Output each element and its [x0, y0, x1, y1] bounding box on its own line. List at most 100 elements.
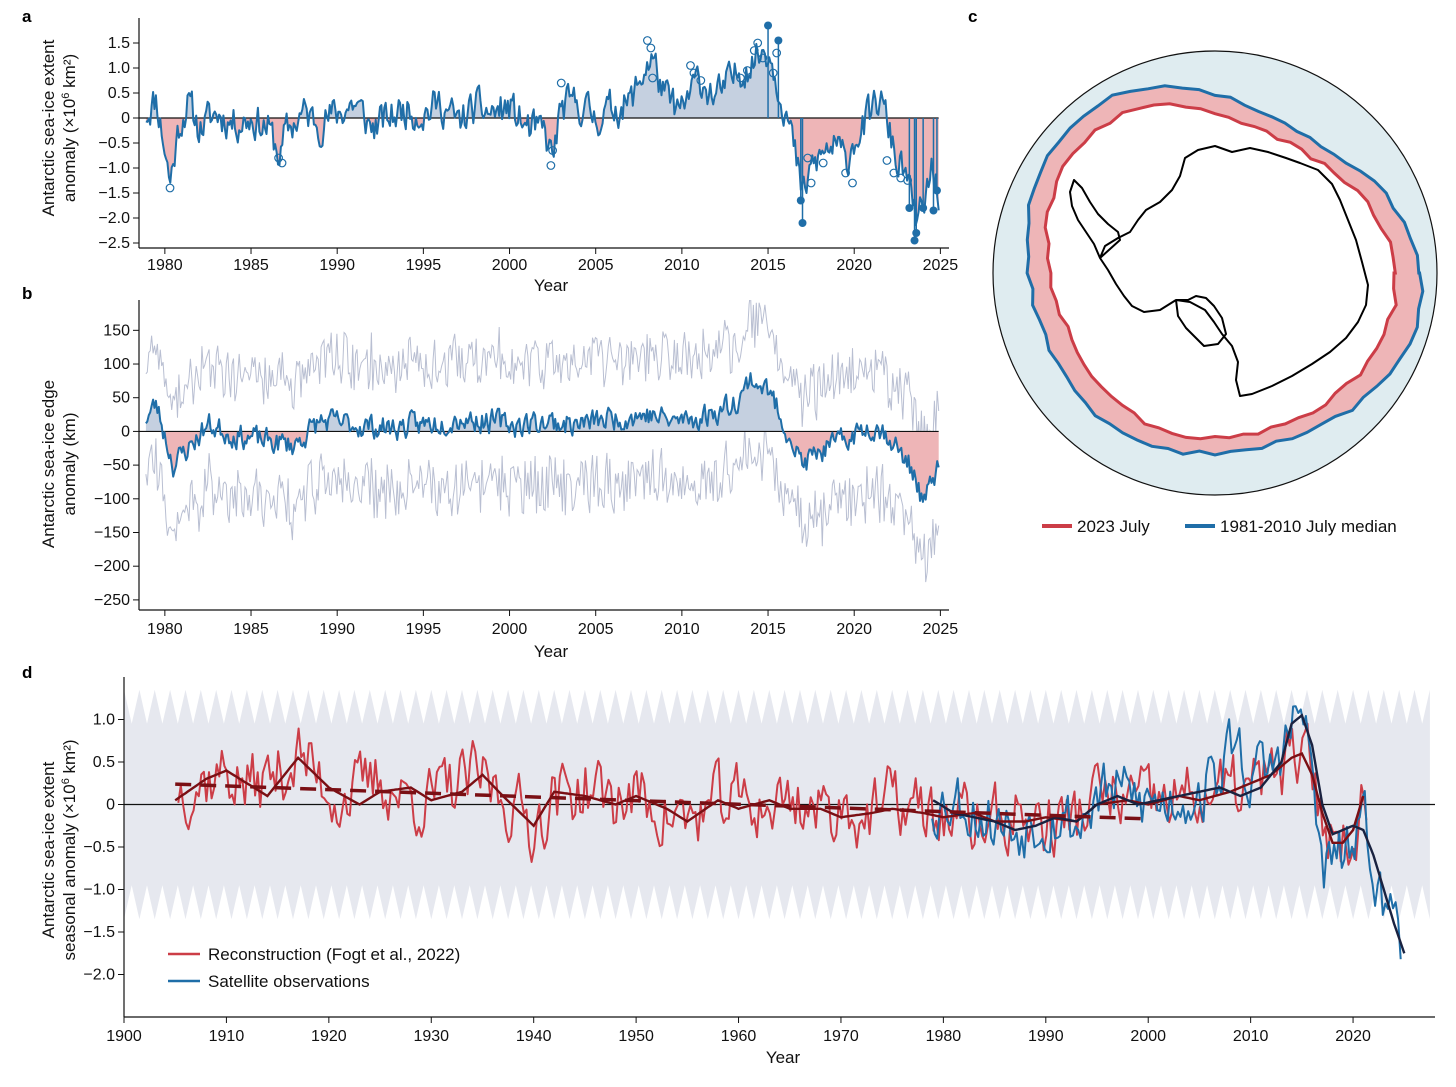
- panel-b-x-tick-label: 2020: [836, 621, 872, 638]
- panel-a-x-tick-label: 2000: [492, 257, 528, 274]
- panel-a-y-tick-label: 1.5: [108, 35, 130, 52]
- panel-b-x-tick-label: 2010: [664, 621, 700, 638]
- panel-a-y-tick-label: 0.5: [108, 85, 130, 102]
- panel-b-x-tick-label: 2000: [492, 621, 528, 638]
- panel-a-y-tick-label: −1.5: [98, 185, 130, 202]
- panel-a-record-marker: [646, 43, 656, 53]
- panel-label-c: c: [968, 7, 977, 26]
- panel-d-y-tick-label: 0: [106, 797, 115, 814]
- panel-a-record-marker-filled: [929, 206, 938, 215]
- panel-d-y-tick-label: −1.0: [83, 882, 115, 899]
- panel-b-y-tick-label: 100: [103, 356, 130, 373]
- panel-a-record-marker-filled: [798, 219, 807, 227]
- panel-d-x-tick-label: 2010: [1233, 1028, 1269, 1045]
- panel-d-y-tick-label: −0.5: [83, 839, 115, 856]
- panel-d-ylabel-2: seasonal anomaly (×106 km²): [60, 739, 79, 960]
- panel-a-record-marker: [648, 73, 657, 83]
- panel-d-chart: 1900 1910 1920 1930 1940 1950 1960 1970 1980 1990…: [39, 677, 1435, 1067]
- panel-a-record-marker-filled: [919, 204, 928, 212]
- panel-b-chart: 1980 1985 1990 1995 2000 2005 2010 2015 2020 2025…: [39, 300, 959, 661]
- panel-b-y-tick-label: −150: [94, 525, 130, 542]
- panel-a-xlabel: Year: [534, 276, 569, 295]
- panel-a-record-marker-filled: [796, 196, 805, 205]
- panel-a-record-marker: [818, 158, 828, 168]
- panel-a-record-marker-filled: [764, 21, 773, 30]
- panel-a-record-marker: [749, 46, 759, 55]
- panel-label-a: a: [22, 7, 32, 26]
- panel-d-x-tick-label: 1980: [926, 1028, 962, 1045]
- map-legend-label-median: 1981-2010 July median: [1220, 517, 1397, 536]
- panel-a-plot-area: [139, 21, 941, 245]
- panel-a-y-tick-label: −0.5: [98, 135, 130, 152]
- panel-b-y-tick-label: −50: [103, 457, 130, 474]
- panel-d-x-tick-label: 1970: [823, 1028, 859, 1045]
- panel-b-x-tick-label: 2025: [923, 621, 959, 638]
- panel-d-y-tick-label: 1.0: [93, 712, 115, 729]
- panel-a-record-marker: [803, 153, 813, 163]
- panel-a-x-tick-label: 2010: [664, 257, 700, 274]
- panel-a-record-marker: [841, 168, 850, 178]
- panel-a-record-marker: [768, 68, 778, 78]
- panel-a-y-tick-label: −2.5: [98, 235, 130, 252]
- panel-d-x-tick-label: 2000: [1130, 1028, 1166, 1045]
- panel-a-x-tick-label: 2025: [923, 257, 959, 274]
- panel-a-x-tick-label: 1980: [147, 257, 183, 274]
- panel-a-record-marker: [806, 178, 816, 188]
- panel-d-x-tick-label: 1900: [106, 1028, 142, 1045]
- panel-a-x-tick-label: 1990: [319, 257, 355, 274]
- panel-a-record-marker: [889, 168, 899, 178]
- panel-d-x-tick-label: 1950: [618, 1028, 654, 1045]
- panel-d-axes: 1900 1910 1920 1930 1940 1950 1960 1970 1980 1990…: [83, 677, 1435, 1045]
- panel-a-record-marker: [686, 61, 695, 70]
- panel-b-envelope-min: [145, 418, 940, 583]
- panel-a-record-marker: [903, 176, 913, 185]
- panel-d-xlabel: Year: [766, 1048, 801, 1067]
- panel-a-record-marker: [643, 36, 652, 45]
- panel-b-x-tick-label: 1985: [233, 621, 269, 638]
- panel-d-ylabel-1: Antarctic sea-ice extent: [39, 761, 58, 938]
- panel-d-y-tick-label: −1.5: [83, 924, 115, 941]
- panel-a-record-marker: [772, 48, 782, 58]
- panel-a-record-marker: [548, 146, 558, 155]
- panel-d-x-tick-label: 1940: [516, 1028, 552, 1045]
- panel-d-x-tick-label: 2020: [1335, 1028, 1371, 1045]
- panel-c-map: 2023 July 1981-2010 July median: [992, 50, 1438, 536]
- panel-b-plot-area: [139, 300, 940, 583]
- panel-a-axes: 1980 1985 1990 1995 2000 2005 2010 2015 2020 2025…: [98, 18, 958, 274]
- panel-a-y-tick-label: 1.0: [108, 60, 130, 77]
- panel-a-record-marker-filled: [932, 186, 941, 195]
- panel-d-y-tick-label: −2.0: [83, 967, 115, 984]
- panel-a-record-marker: [848, 178, 857, 188]
- panel-b-y-tick-label: 50: [112, 390, 130, 407]
- panel-a-record-marker: [165, 183, 175, 193]
- panel-d-x-tick-label: 1910: [209, 1028, 245, 1045]
- panel-b-x-tick-label: 1980: [147, 621, 183, 638]
- legend-label-satellite: Satellite observations: [208, 972, 370, 991]
- legend-label-reconstruction: Reconstruction (Fogt et al., 2022): [208, 945, 460, 964]
- panel-a-record-marker-filled: [905, 204, 914, 212]
- panel-a-x-tick-label: 1995: [406, 257, 442, 274]
- panel-a-ylabel-2: anomaly (×106 km²): [60, 54, 79, 202]
- map-median-extent-line: [1025, 84, 1425, 457]
- panel-a-x-tick-label: 2005: [578, 257, 614, 274]
- panel-a-record-marker: [753, 38, 763, 48]
- panel-d-plot-area: [124, 689, 1435, 960]
- panel-b-ylabel-2: anomaly (km): [60, 413, 79, 516]
- panel-b-x-tick-label: 1995: [406, 621, 442, 638]
- panel-a-y-tick-label: 0: [121, 110, 130, 127]
- panel-b-y-tick-label: 150: [103, 322, 130, 339]
- panel-b-x-tick-label: 2015: [750, 621, 786, 638]
- panel-a-record-marker-filled: [774, 36, 783, 45]
- panel-d-trend-line: [175, 782, 1149, 821]
- panel-a-ylabel-1: Antarctic sea-ice extent: [39, 39, 58, 216]
- panel-a-record-marker: [696, 76, 706, 85]
- map-2023-extent-line: [1043, 102, 1398, 441]
- panel-b-envelope-max: [145, 300, 940, 457]
- panel-a-record-marker: [689, 68, 699, 78]
- panel-b-x-tick-label: 2005: [578, 621, 614, 638]
- panel-a-y-tick-label: −2.0: [98, 210, 130, 227]
- panel-a-record-marker: [742, 66, 752, 75]
- panel-a-y-tick-label: −1.0: [98, 160, 130, 177]
- panel-d-y-tick-label: 0.5: [93, 754, 115, 771]
- panel-a-x-tick-label: 2020: [836, 257, 872, 274]
